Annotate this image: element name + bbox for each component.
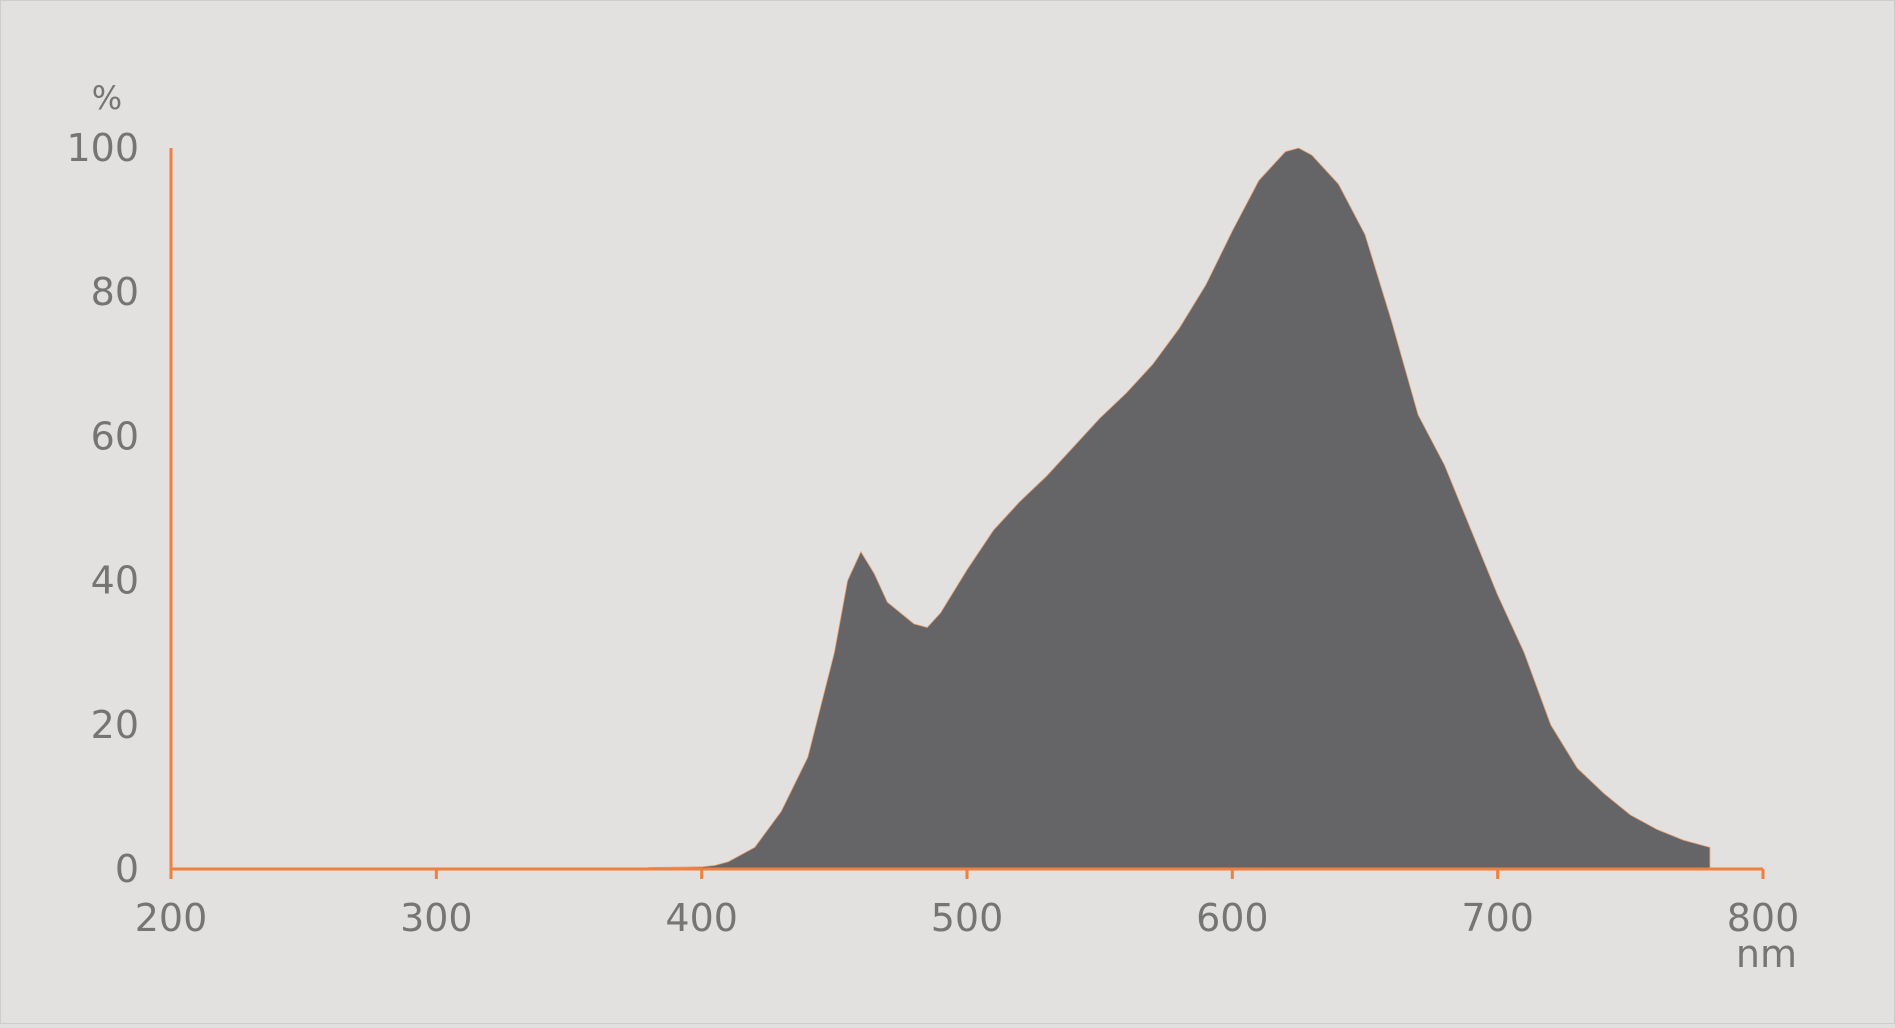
y-tick-label: 20: [91, 703, 139, 747]
y-axis-unit: %: [92, 79, 122, 117]
y-tick-label: 60: [91, 414, 139, 458]
x-tick-label: 800: [1727, 896, 1800, 940]
x-tick-label: 500: [931, 896, 1004, 940]
x-tick-label: 600: [1196, 896, 1269, 940]
y-tick-label: 100: [66, 126, 139, 170]
x-tick-label: 300: [400, 896, 473, 940]
y-tick-label: 0: [115, 847, 139, 891]
y-tick-label: 80: [91, 270, 139, 314]
y-tick-label: 40: [91, 559, 139, 603]
spectrum-area: [648, 147, 1711, 870]
x-tick-label: 200: [135, 896, 208, 940]
x-tick-label: 700: [1461, 896, 1534, 940]
x-axis-unit: nm: [1736, 932, 1797, 976]
x-tick-label: 400: [665, 896, 738, 940]
